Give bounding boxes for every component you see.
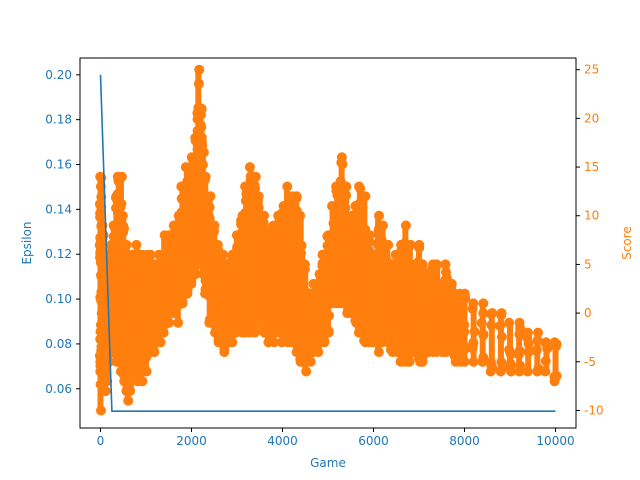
- x-tick-label: 0: [97, 434, 105, 448]
- right-y-tick-label: 15: [584, 160, 599, 174]
- right-y-tick-label: 0: [584, 306, 592, 320]
- x-axis-label: Game: [310, 456, 346, 470]
- left-y-axis: 0.06 0.08 0.10 0.12 0.14 0.16 0.18 0.20: [45, 68, 80, 396]
- x-tick-label: 8000: [449, 434, 480, 448]
- left-y-tick-label: 0.06: [45, 382, 72, 396]
- plot-frame: [79, 57, 577, 429]
- left-y-tick-label: 0.14: [45, 202, 72, 216]
- right-y-tick-label: -10: [584, 403, 604, 417]
- right-y-tick-label: 20: [584, 111, 599, 125]
- x-tick-label: 6000: [358, 434, 389, 448]
- x-axis: 0 2000 4000 6000 8000 10000: [97, 428, 575, 448]
- x-tick-label: 10000: [536, 434, 574, 448]
- epsilon-series: [99, 74, 556, 413]
- left-y-axis-label: Epsilon: [20, 221, 34, 264]
- x-tick-label: 2000: [176, 434, 207, 448]
- epsilon-line: [99, 74, 556, 413]
- right-y-tick-label: 10: [584, 209, 599, 223]
- left-y-tick-label: 0.16: [45, 158, 72, 172]
- left-y-tick-label: 0.20: [45, 68, 72, 82]
- score-series: [94, 64, 562, 416]
- left-y-tick-label: 0.18: [45, 113, 72, 127]
- right-y-tick-label: 5: [584, 257, 592, 271]
- x-tick-label: 4000: [267, 434, 298, 448]
- right-y-tick-label: -5: [584, 355, 596, 369]
- left-y-tick-label: 0.12: [45, 247, 72, 261]
- right-y-axis-label: Score: [620, 226, 634, 260]
- left-y-tick-label: 0.10: [45, 292, 72, 306]
- right-y-axis: -10 -5 0 5 10 15 20 25: [576, 63, 604, 417]
- left-y-tick-label: 0.08: [45, 337, 72, 351]
- right-y-tick-label: 25: [584, 63, 599, 77]
